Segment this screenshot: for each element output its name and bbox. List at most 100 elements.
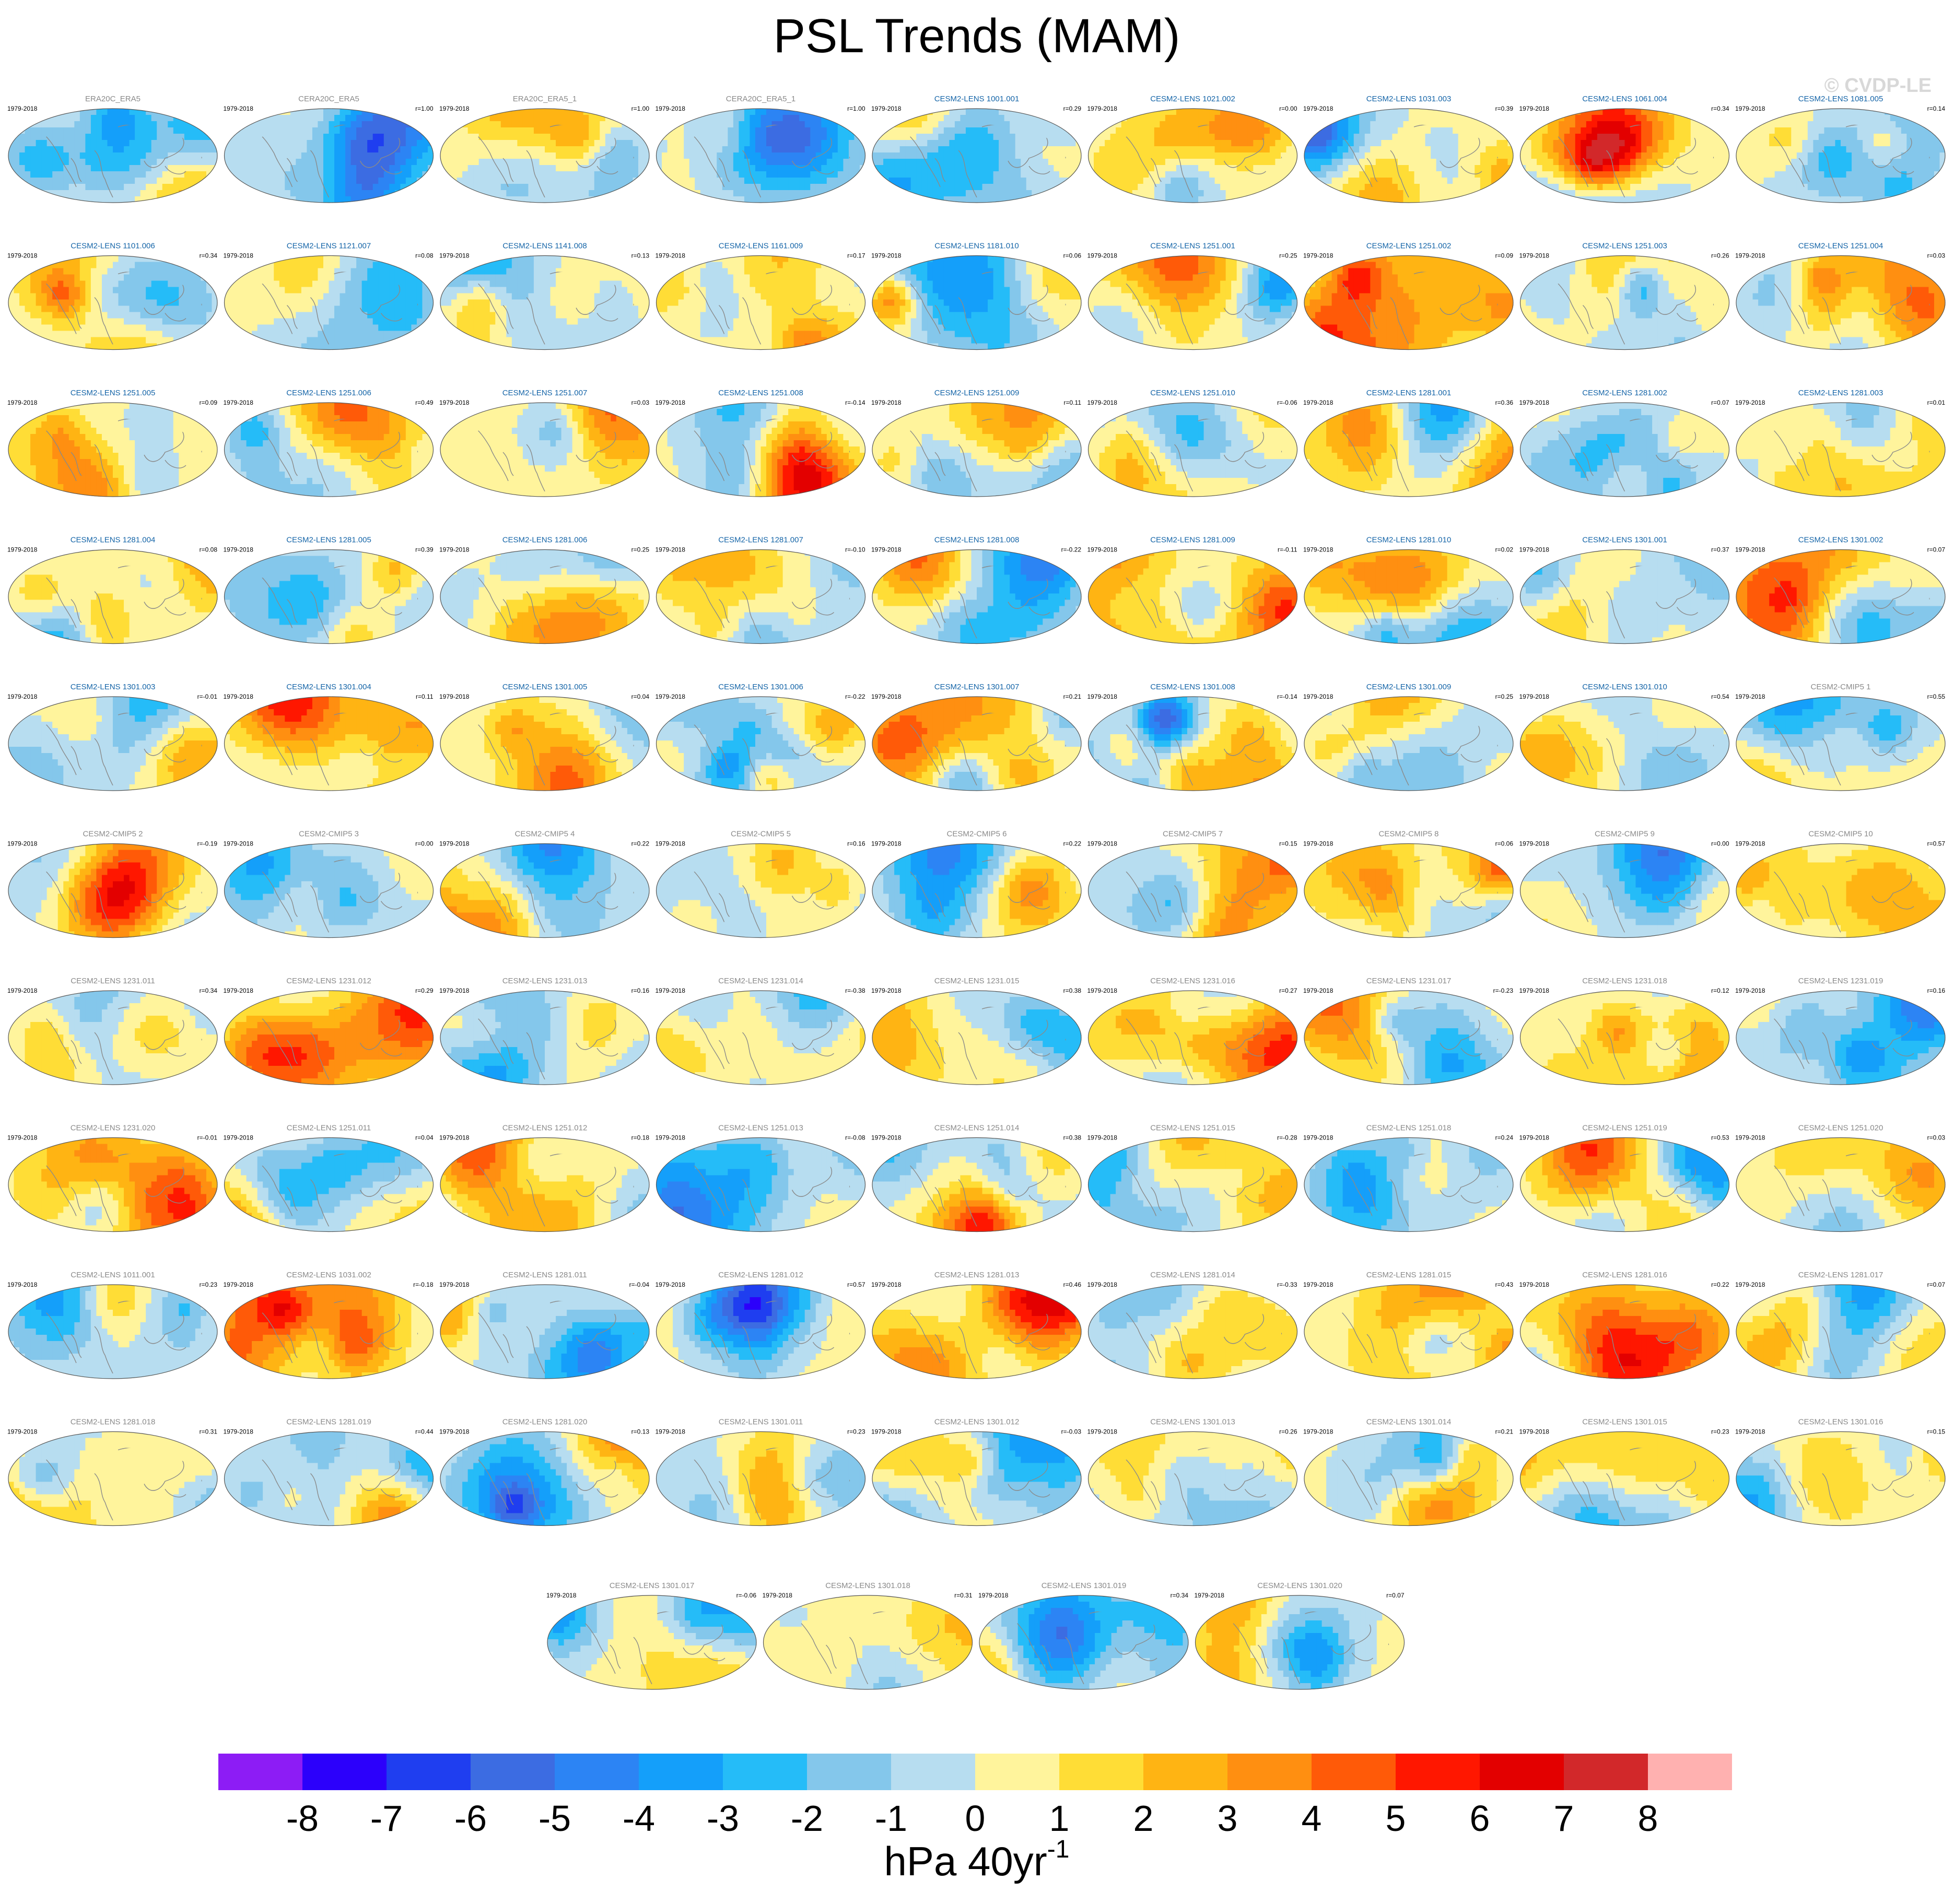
- map-outline: [1519, 549, 1730, 644]
- colorbar-tick-label: 4: [1302, 1798, 1322, 1839]
- panel-label: CESM2-LENS 1251.006: [286, 389, 371, 397]
- panel-period: 1979-2018: [439, 252, 470, 260]
- panel-correlation: r=0.29: [415, 987, 434, 994]
- map-panel: CESM2-LENS 1251.013 1979-2018 r=-0.08: [656, 1124, 866, 1232]
- map-outline: [1304, 402, 1514, 497]
- trend-field: [656, 991, 866, 1085]
- colorbar-swatch: [1312, 1754, 1396, 1790]
- panel-label: CESM2-LENS 1301.015: [1582, 1418, 1667, 1427]
- map-panel: CESM2-LENS 1231.015 1979-2018 r=0.38: [871, 977, 1082, 1085]
- colorbar-swatch: [1396, 1754, 1480, 1790]
- map-outline: [224, 696, 434, 791]
- panel-period: 1979-2018: [439, 105, 470, 112]
- map-outline: [1087, 402, 1298, 497]
- panel-period: 1979-2018: [656, 693, 686, 700]
- trend-field: [1088, 1137, 1298, 1232]
- panel-correlation: r=0.29: [1063, 105, 1082, 112]
- panel-correlation: r=0.46: [1063, 1281, 1082, 1288]
- map-outline: [1519, 1431, 1730, 1526]
- trend-field: [656, 1285, 866, 1379]
- panel-label: CESM2-CMIP5 8: [1378, 830, 1438, 839]
- colorbar-tick-label: 3: [1218, 1798, 1238, 1839]
- map-outline: [547, 1595, 757, 1690]
- panel-correlation: r=-0.01: [197, 693, 218, 700]
- colorbar-tick-label: -3: [707, 1798, 739, 1839]
- map-panel: CESM2-LENS 1251.002 1979-2018 r=0.09: [1303, 242, 1514, 350]
- trend-field: [872, 1137, 1082, 1232]
- map-panel: CESM2-CMIP5 8 1979-2018 r=0.06: [1303, 830, 1514, 938]
- map-panels: ERA20C_ERA5 1979-2018 CERA20C_ERA5 1979-201…: [7, 95, 1946, 1690]
- map-outline: [8, 402, 218, 497]
- panel-label: CESM2-LENS 1301.019: [1042, 1581, 1127, 1590]
- panel-label: CESM2-LENS 1281.017: [1798, 1271, 1883, 1279]
- map-panel: CESM2-LENS 1281.001 1979-2018 r=0.36: [1303, 389, 1514, 497]
- panel-period: 1979-2018: [224, 105, 254, 112]
- panel-correlation: r=-0.14: [845, 399, 865, 406]
- map-panel: CESM2-LENS 1251.006 1979-2018 r=0.49: [224, 389, 434, 497]
- map-outline: [1087, 1431, 1298, 1526]
- map-outline: [872, 990, 1082, 1085]
- trend-field: [1088, 109, 1298, 203]
- map-panel: CESM2-CMIP5 5 1979-2018 r=0.16: [656, 830, 866, 938]
- panel-correlation: r=0.09: [1495, 252, 1514, 260]
- map-panel: CESM2-LENS 1251.012 1979-2018 r=0.18: [439, 1124, 650, 1232]
- panel-correlation: r=-0.18: [413, 1281, 434, 1288]
- map-outline: [1736, 255, 1946, 350]
- map-panel: CESM2-LENS 1301.010 1979-2018 r=0.54: [1519, 683, 1730, 791]
- panel-correlation: r=0.06: [1495, 840, 1514, 848]
- panel-correlation: r=0.03: [631, 399, 650, 406]
- panel-period: 1979-2018: [871, 1428, 902, 1436]
- panel-period: 1979-2018: [1303, 105, 1333, 112]
- map-outline: [1304, 843, 1514, 938]
- panel-period: 1979-2018: [1303, 693, 1333, 700]
- panel-label: CESM2-LENS 1251.009: [934, 389, 1020, 397]
- panel-period: 1979-2018: [656, 399, 686, 406]
- map-outline: [1519, 1284, 1730, 1379]
- panel-label: CESM2-LENS 1301.009: [1366, 683, 1452, 691]
- panel-label: CESM2-LENS 1301.005: [502, 683, 588, 691]
- panel-label: CESM2-LENS 1301.020: [1257, 1581, 1342, 1590]
- panel-correlation: r=0.15: [1279, 840, 1297, 848]
- map-outline: [1304, 108, 1514, 203]
- panel-label: CESM2-LENS 1251.001: [1150, 242, 1235, 251]
- panel-label: CESM2-LENS 1281.004: [71, 536, 156, 545]
- map-panel: CESM2-LENS 1301.003 1979-2018 r=-0.01: [7, 683, 218, 791]
- panel-correlation: r=0.49: [415, 399, 434, 406]
- panel-label: CESM2-CMIP5 2: [83, 830, 143, 839]
- panel-label: CESM2-LENS 1251.004: [1798, 242, 1883, 251]
- panel-label: CESM2-LENS 1301.007: [934, 683, 1020, 691]
- map-outline: [440, 402, 650, 497]
- panel-period: 1979-2018: [7, 693, 38, 700]
- map-panel: CESM2-LENS 1251.019 1979-2018 r=0.53: [1519, 1124, 1730, 1232]
- panel-period: 1979-2018: [1303, 840, 1333, 848]
- map-panel: CESM2-LENS 1281.004 1979-2018 r=0.08: [7, 536, 218, 644]
- panel-correlation: r=0.07: [1711, 399, 1729, 406]
- coastlines: [672, 1300, 850, 1373]
- colorbar-tick-label: 2: [1133, 1798, 1154, 1839]
- panel-correlation: r=0.44: [415, 1428, 434, 1436]
- map-panel: CESM2-LENS 1301.009 1979-2018 r=0.25: [1303, 683, 1514, 791]
- map-outline: [656, 1137, 866, 1232]
- panel-period: 1979-2018: [871, 840, 902, 848]
- panel-correlation: r=0.36: [1495, 399, 1514, 406]
- panel-label: CESM2-LENS 1281.013: [934, 1271, 1020, 1279]
- map-outline: [1087, 990, 1298, 1085]
- map-panel: CESM2-LENS 1301.014 1979-2018 r=0.21: [1303, 1418, 1514, 1526]
- map-panel: CESM2-LENS 1281.013 1979-2018 r=0.46: [871, 1271, 1082, 1379]
- map-outline: [1087, 1137, 1298, 1232]
- colorbar-tick-label: -7: [370, 1798, 403, 1839]
- panel-period: 1979-2018: [7, 987, 38, 994]
- panel-label: CESM2-LENS 1281.007: [718, 536, 803, 545]
- colorbar-swatch: [723, 1754, 807, 1790]
- map-panel: CESM2-CMIP5 4 1979-2018 r=0.22: [439, 830, 650, 938]
- map-panel: CESM2-LENS 1251.008 1979-2018 r=-0.14: [656, 389, 866, 497]
- panel-period: 1979-2018: [1087, 1428, 1118, 1436]
- map-outline: [1304, 1284, 1514, 1379]
- colorbar-swatch: [891, 1754, 975, 1790]
- panel-correlation: r=0.03: [1927, 252, 1946, 260]
- panel-label: CESM2-LENS 1301.014: [1366, 1418, 1452, 1427]
- panel-correlation: r=0.01: [1927, 399, 1946, 406]
- panel-correlation: r=-0.22: [845, 693, 865, 700]
- panel-correlation: r=-0.01: [197, 1134, 218, 1142]
